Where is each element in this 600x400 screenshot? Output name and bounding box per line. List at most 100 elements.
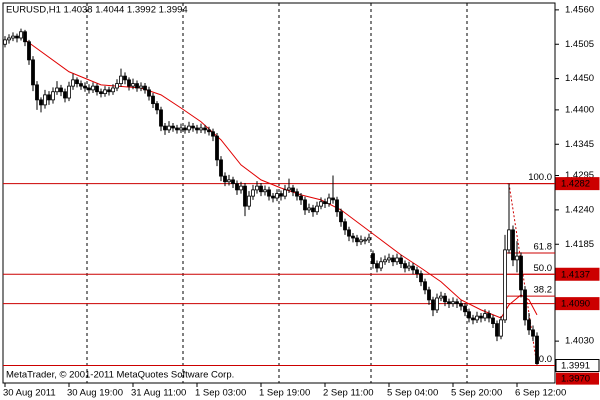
candle-body (447, 301, 451, 305)
candle-body (431, 299, 435, 311)
price-box (555, 267, 600, 281)
candle-body (255, 185, 259, 191)
candle-body (375, 263, 379, 269)
candle-body (339, 211, 343, 223)
candle-body (419, 273, 423, 283)
candle-body (427, 289, 431, 301)
y-tick-label: 1.4345 (565, 139, 594, 150)
candle-body (335, 199, 339, 213)
candle-body (515, 255, 519, 261)
candle-body (131, 83, 135, 87)
candle-body (523, 289, 527, 321)
x-tick-label: 5 Sep 20:00 (451, 388, 502, 399)
candle-body (511, 229, 515, 261)
moving-average (24, 39, 538, 319)
candle-body (27, 41, 31, 61)
candle-body (311, 207, 315, 213)
candle-body (279, 193, 283, 197)
candle-body (287, 187, 291, 191)
candle-body (275, 193, 279, 199)
fib-level-label: 38.2 (534, 285, 553, 296)
candle-body (71, 79, 75, 87)
candle-body (139, 85, 143, 89)
candle-body (195, 127, 199, 131)
candle-body (55, 87, 59, 93)
x-tick-label: 6 Sep 12:00 (515, 388, 566, 399)
candle-body (479, 315, 483, 319)
price-box (555, 297, 600, 311)
candle-body (507, 229, 511, 251)
candle-body (251, 189, 255, 197)
candle-body (19, 31, 23, 39)
candle-body (315, 205, 319, 213)
candle-body (407, 265, 411, 269)
fib-level-label: 100.0 (528, 172, 552, 183)
candle-body (135, 83, 139, 89)
candle-body (39, 99, 43, 106)
candle-body (259, 185, 263, 193)
candle-body (23, 31, 27, 43)
x-tick-label: 31 Aug 11:00 (131, 388, 186, 399)
candle-body (443, 295, 447, 303)
candle-body (179, 127, 183, 131)
candle-body (99, 91, 103, 95)
candle-body (387, 257, 391, 261)
x-tick-label: 1 Sep 03:00 (195, 388, 246, 399)
candle-body (247, 195, 251, 207)
candle-body (307, 207, 311, 211)
candle-body (395, 257, 399, 263)
candle-body (435, 297, 439, 311)
price-box-label: 1.3991 (561, 361, 590, 372)
candle-body (219, 159, 223, 177)
candle-body (83, 85, 87, 89)
candle-body (331, 197, 335, 201)
y-tick-label: 1.4240 (565, 204, 594, 215)
candle-body (267, 189, 271, 197)
candle-body (347, 229, 351, 237)
bid-box (556, 372, 599, 385)
candle-body (415, 269, 419, 275)
candle-body (175, 127, 179, 131)
candle-body (411, 265, 415, 271)
y-tick-label: 1.4185 (565, 239, 594, 250)
price-box-label: 1.4282 (561, 179, 590, 190)
candle-body (263, 189, 267, 193)
candle-body (151, 95, 155, 105)
y-tick-label: 1.4505 (565, 39, 594, 50)
candle-body (467, 311, 471, 319)
candle-body (531, 329, 535, 337)
candle-body (291, 187, 295, 193)
x-tick-label: 1 Sep 19:00 (259, 388, 310, 399)
candle-body (91, 85, 95, 91)
price-box (555, 359, 600, 372)
candle-body (127, 79, 131, 87)
candle-body (459, 303, 463, 307)
x-tick-label: 5 Sep 04:00 (387, 388, 438, 399)
fib-level-label: 61.8 (534, 242, 553, 253)
candle-body (103, 89, 107, 95)
x-tick-label: 30 Aug 2011 (3, 388, 56, 399)
y-tick-label: 1.4560 (565, 4, 594, 15)
candle-body (495, 323, 499, 337)
candle-body (183, 127, 187, 131)
candle-body (15, 35, 19, 39)
candle-body (51, 91, 55, 101)
price-box (555, 177, 600, 191)
x-tick-label: 30 Aug 19:00 (67, 388, 123, 399)
candle-body (7, 37, 11, 41)
candle-body (31, 59, 35, 86)
candle-body (519, 255, 523, 291)
candle-body (367, 237, 371, 241)
candle-body (483, 313, 487, 319)
candle-body (363, 239, 367, 242)
chart-title: EURUSD,H1 1.4038 1.4044 1.3992 1.3994 (6, 5, 188, 16)
candle-body (75, 79, 79, 85)
candle-body (3, 39, 7, 45)
candle-body (159, 109, 163, 127)
candle-body (391, 257, 395, 263)
candle-body (191, 125, 195, 129)
candle-body (171, 125, 175, 129)
candle-body (475, 315, 479, 321)
candle-body (499, 319, 503, 337)
